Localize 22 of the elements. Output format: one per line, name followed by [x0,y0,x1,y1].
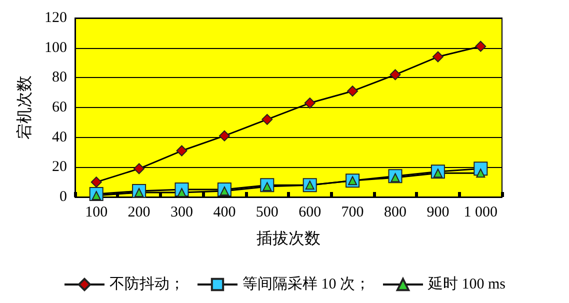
x-tick-label: 100 [85,204,108,220]
x-tick-label: 300 [170,204,193,220]
y-tick-label: 20 [52,159,67,176]
y-tick-label: 60 [52,100,67,116]
x-tick-label: 900 [426,204,450,220]
y-tick-label: 0 [60,189,67,205]
legend-label: 延时 100 ms [427,276,506,292]
x-tick-label: 700 [341,204,364,220]
x-tick-label: 500 [256,204,278,220]
x-tick-label: 200 [128,204,150,220]
y-tick-label: 40 [52,129,67,146]
x-tick-label: 600 [298,204,322,220]
x-axis-title: 插拔次数 [256,230,320,248]
legend-label: 等间隔采样 10 次； [242,276,370,292]
legend-label: 不防抖动； [110,276,184,292]
y-axis-title: 宕机次数 [16,76,34,140]
x-tick-label: 1 000 [464,204,498,220]
x-tick-label: 800 [384,204,406,220]
y-tick-label: 80 [52,70,67,86]
y-tick-label: 120 [44,10,67,26]
y-tick-label: 100 [44,40,67,56]
x-tick-label: 400 [213,204,236,220]
